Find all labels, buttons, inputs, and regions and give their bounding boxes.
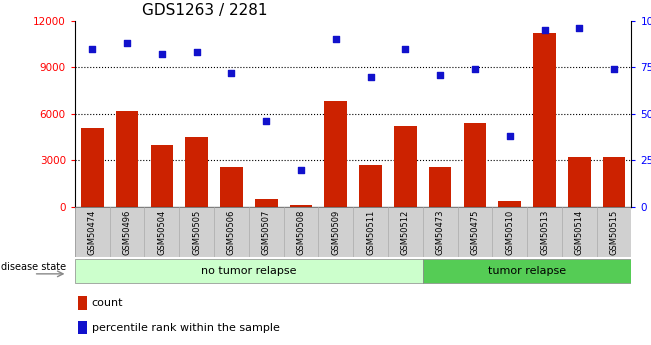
Point — [157, 51, 167, 57]
Bar — [422, 259, 631, 283]
Bar — [429, 167, 451, 207]
Text: disease state: disease state — [1, 262, 66, 272]
Point — [574, 26, 585, 31]
Text: GSM50505: GSM50505 — [192, 209, 201, 255]
Text: GDS1263 / 2281: GDS1263 / 2281 — [142, 3, 267, 18]
Text: GSM50507: GSM50507 — [262, 209, 271, 255]
Point — [505, 134, 515, 139]
Bar — [81, 128, 104, 207]
Point — [226, 70, 236, 76]
Bar — [186, 137, 208, 207]
Point — [435, 72, 445, 78]
Text: percentile rank within the sample: percentile rank within the sample — [92, 323, 279, 333]
Bar — [75, 259, 422, 283]
Bar — [255, 199, 277, 207]
Point — [365, 74, 376, 79]
Bar — [394, 126, 417, 207]
Bar — [603, 157, 626, 207]
Point — [400, 46, 411, 51]
Point — [609, 66, 619, 72]
Bar — [290, 205, 312, 207]
Text: GSM50510: GSM50510 — [505, 209, 514, 255]
Bar — [220, 167, 243, 207]
Point — [470, 66, 480, 72]
Text: tumor relapse: tumor relapse — [488, 266, 566, 276]
Text: GSM50506: GSM50506 — [227, 209, 236, 255]
Text: GSM50512: GSM50512 — [401, 209, 410, 255]
Bar — [499, 201, 521, 207]
Text: GSM50475: GSM50475 — [471, 209, 479, 255]
Point — [87, 46, 98, 51]
Bar — [359, 165, 382, 207]
Point — [191, 50, 202, 55]
Text: GSM50496: GSM50496 — [122, 209, 132, 255]
Text: GSM50474: GSM50474 — [88, 209, 97, 255]
Text: no tumor relapse: no tumor relapse — [201, 266, 297, 276]
Text: GSM50514: GSM50514 — [575, 209, 584, 255]
Bar — [324, 101, 347, 207]
Bar — [464, 123, 486, 207]
Bar — [568, 157, 590, 207]
Text: GSM50511: GSM50511 — [366, 209, 375, 255]
Text: GSM50504: GSM50504 — [158, 209, 167, 255]
Bar — [150, 145, 173, 207]
Point — [261, 119, 271, 124]
Bar — [533, 33, 556, 207]
Text: GSM50473: GSM50473 — [436, 209, 445, 255]
Text: GSM50509: GSM50509 — [331, 209, 340, 255]
Point — [296, 167, 306, 172]
Text: GSM50515: GSM50515 — [609, 209, 618, 255]
Text: count: count — [92, 298, 123, 308]
Point — [539, 27, 549, 33]
Bar — [78, 321, 87, 334]
Text: GSM50513: GSM50513 — [540, 209, 549, 255]
Bar — [78, 296, 87, 309]
Text: GSM50508: GSM50508 — [296, 209, 305, 255]
Bar — [116, 111, 139, 207]
Point — [331, 37, 341, 42]
Point — [122, 40, 132, 46]
